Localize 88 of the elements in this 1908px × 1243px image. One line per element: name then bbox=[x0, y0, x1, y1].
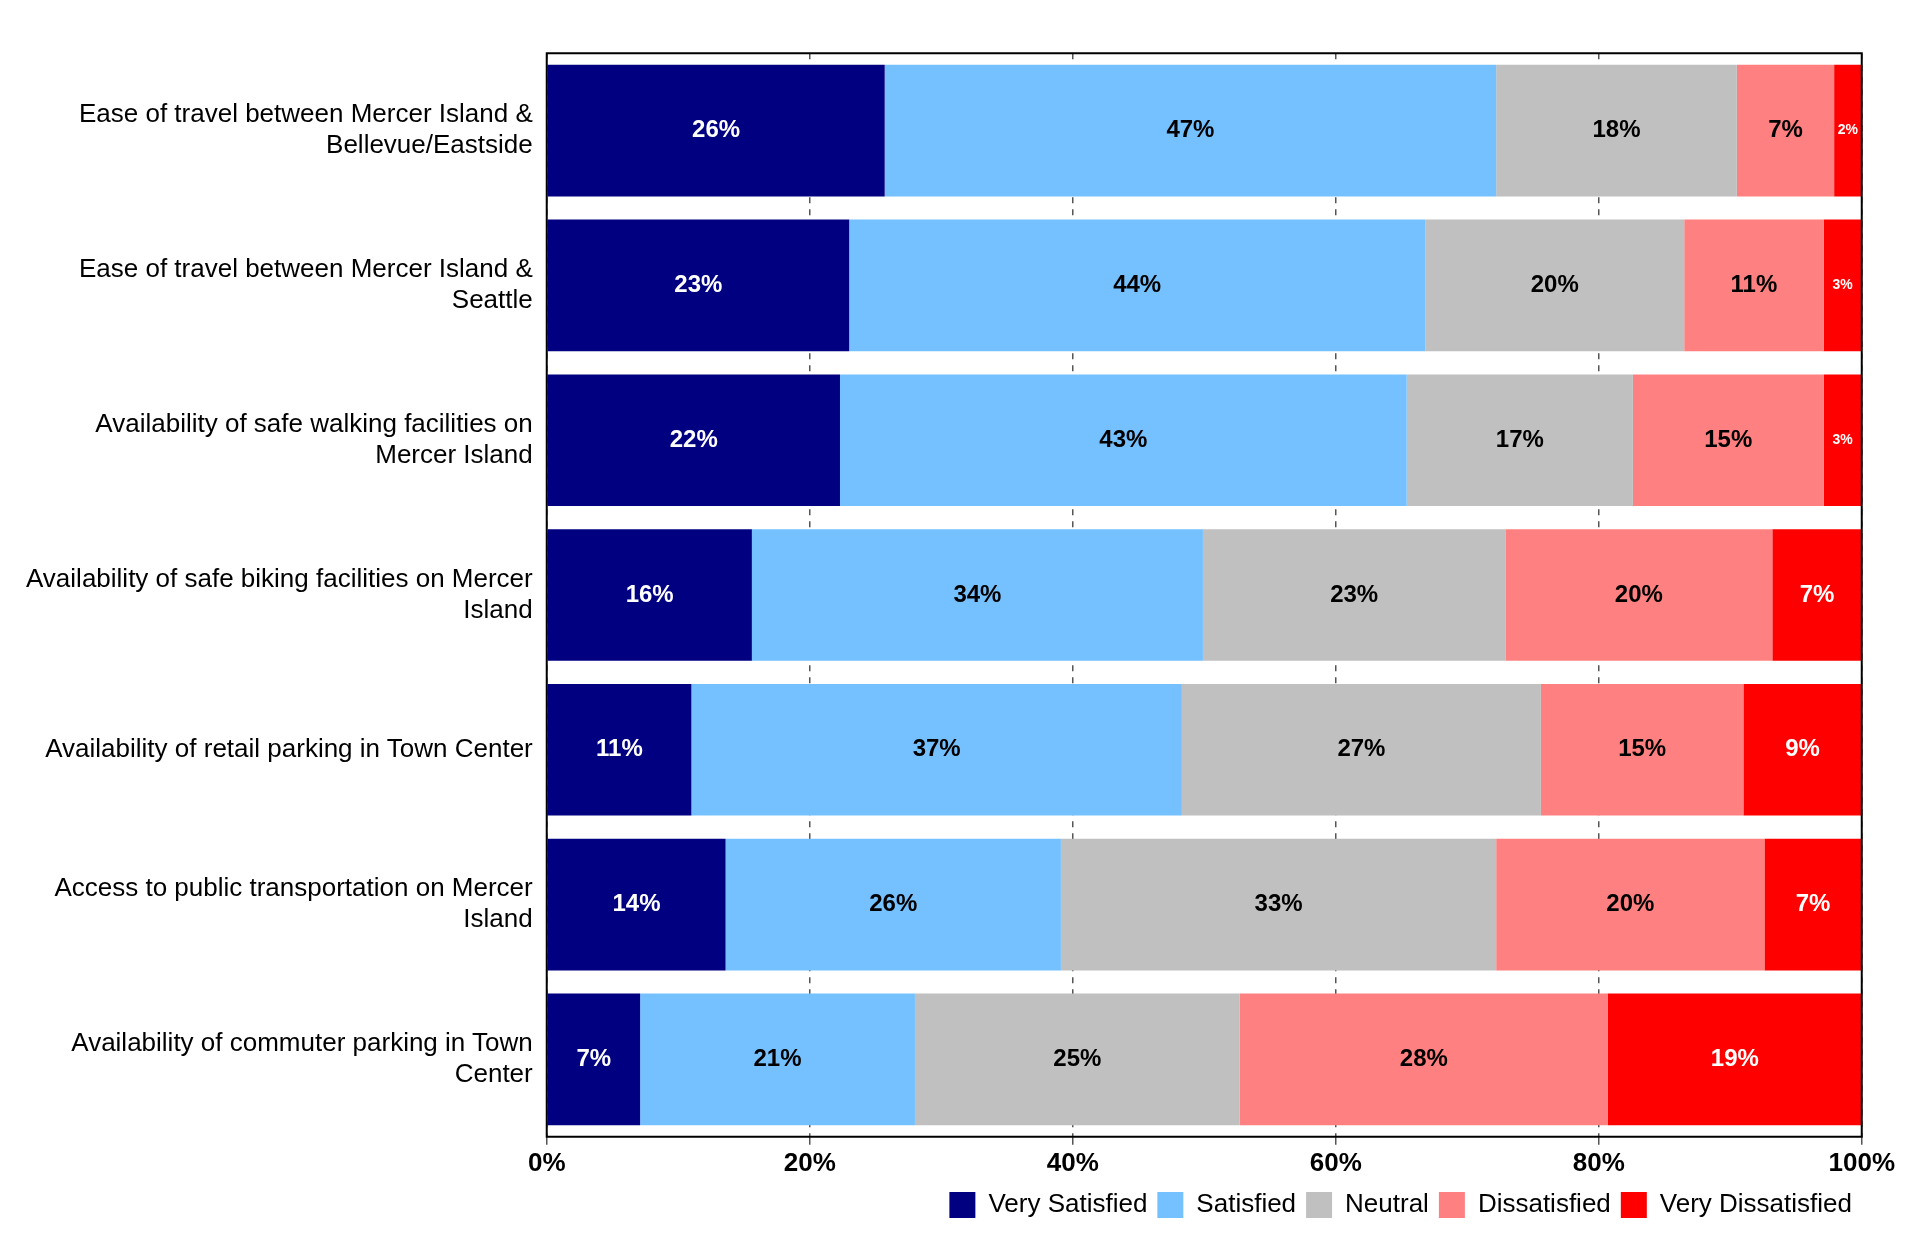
data-label: 7% bbox=[1795, 889, 1831, 917]
bar bbox=[1772, 529, 1862, 661]
data-label: 20% bbox=[1614, 579, 1663, 607]
bar bbox=[547, 374, 840, 506]
data-label: 34% bbox=[953, 579, 1002, 607]
data-label: 23% bbox=[1330, 579, 1379, 607]
bar bbox=[1496, 64, 1737, 197]
y-tick-label: Ease of travel between Mercer Island & Seattle bbox=[78, 252, 533, 315]
bar bbox=[1202, 529, 1506, 661]
bar bbox=[1406, 374, 1633, 506]
data-label: 37% bbox=[912, 734, 961, 762]
data-label: 7% bbox=[1799, 579, 1835, 607]
x-tick-label: 100% bbox=[1828, 1146, 1895, 1177]
legend-label: Very Satisfied bbox=[988, 1188, 1148, 1219]
data-label: 20% bbox=[1530, 270, 1579, 298]
data-label: 43% bbox=[1099, 424, 1148, 452]
x-tick-label: 0% bbox=[527, 1146, 566, 1177]
data-label: 20% bbox=[1606, 889, 1655, 917]
bar bbox=[1496, 838, 1765, 971]
data-label: 47% bbox=[1166, 115, 1215, 143]
bar bbox=[547, 529, 752, 661]
bar bbox=[640, 993, 915, 1126]
bar bbox=[1764, 838, 1862, 971]
legend-label: Satisfied bbox=[1196, 1188, 1297, 1219]
bar bbox=[547, 219, 850, 352]
data-label: 11% bbox=[1730, 270, 1778, 298]
bar bbox=[1684, 219, 1824, 352]
bar bbox=[839, 374, 1407, 506]
bar bbox=[691, 684, 1182, 816]
data-label: 23% bbox=[674, 270, 723, 298]
legend-label: Neutral bbox=[1345, 1188, 1429, 1219]
y-tick-label: Access to public transportation on Mercer Island bbox=[54, 872, 534, 934]
bar bbox=[1607, 993, 1862, 1126]
data-label: 11% bbox=[596, 734, 643, 762]
data-label: 9% bbox=[1785, 734, 1820, 762]
bar bbox=[1505, 529, 1773, 661]
x-tick-label: 80% bbox=[1572, 1146, 1625, 1177]
bar bbox=[884, 64, 1497, 197]
data-label: 17% bbox=[1495, 424, 1544, 452]
data-label: 18% bbox=[1592, 115, 1641, 143]
bar bbox=[1823, 219, 1862, 352]
data-label: 25% bbox=[1053, 1044, 1102, 1072]
data-label: 19% bbox=[1710, 1044, 1759, 1072]
bar bbox=[547, 993, 641, 1126]
bar bbox=[547, 684, 692, 816]
bar bbox=[1425, 219, 1685, 352]
data-label: 15% bbox=[1618, 734, 1667, 762]
y-tick-label: Availability of safe walking facilities on Mercer Island bbox=[95, 407, 533, 469]
bar bbox=[849, 219, 1426, 352]
x-tick-label: 20% bbox=[783, 1146, 836, 1177]
bar bbox=[725, 838, 1061, 971]
data-label: 26% bbox=[692, 115, 741, 143]
legend-label: Very Dissatisfied bbox=[1659, 1188, 1853, 1219]
bar bbox=[547, 838, 726, 971]
bar bbox=[914, 993, 1240, 1126]
x-tick-label: 60% bbox=[1309, 1146, 1362, 1177]
bar bbox=[751, 529, 1203, 661]
bar bbox=[1239, 993, 1608, 1126]
legend-label: Dissatisfied bbox=[1477, 1188, 1611, 1219]
bar bbox=[1743, 684, 1862, 816]
data-label: 3% bbox=[1832, 431, 1854, 448]
data-label: 28% bbox=[1399, 1044, 1448, 1072]
bar bbox=[1060, 838, 1497, 971]
data-label: 21% bbox=[753, 1044, 802, 1072]
bar bbox=[1834, 64, 1862, 197]
data-label: 7% bbox=[576, 1044, 612, 1072]
y-tick-label: Ease of travel between Mercer Island & Bellevue/Eastside bbox=[78, 98, 533, 160]
data-label: 16% bbox=[625, 579, 674, 607]
data-label: 7% bbox=[1768, 115, 1803, 143]
y-tick-label: Availability of commuter parking in Town Center bbox=[71, 1026, 534, 1089]
data-label: 44% bbox=[1113, 270, 1162, 298]
bar bbox=[1736, 64, 1835, 197]
data-label: 22% bbox=[669, 424, 718, 452]
bar bbox=[1632, 374, 1824, 506]
x-tick-label: 40% bbox=[1046, 1146, 1099, 1177]
data-label: 33% bbox=[1254, 889, 1303, 917]
data-label: 2% bbox=[1837, 121, 1859, 138]
bar bbox=[1181, 684, 1541, 816]
bar bbox=[1540, 684, 1744, 816]
bar bbox=[547, 64, 885, 197]
y-tick-label: Availability of retail parking in Town Center bbox=[45, 732, 534, 763]
data-label: 26% bbox=[869, 889, 918, 917]
data-label: 14% bbox=[612, 889, 661, 917]
y-tick-label: Availability of safe biking facilities on Mercer Island bbox=[26, 562, 534, 624]
bar bbox=[1823, 374, 1862, 506]
data-label: 27% bbox=[1337, 734, 1386, 762]
data-label: 3% bbox=[1832, 276, 1854, 293]
data-label: 15% bbox=[1704, 424, 1753, 452]
